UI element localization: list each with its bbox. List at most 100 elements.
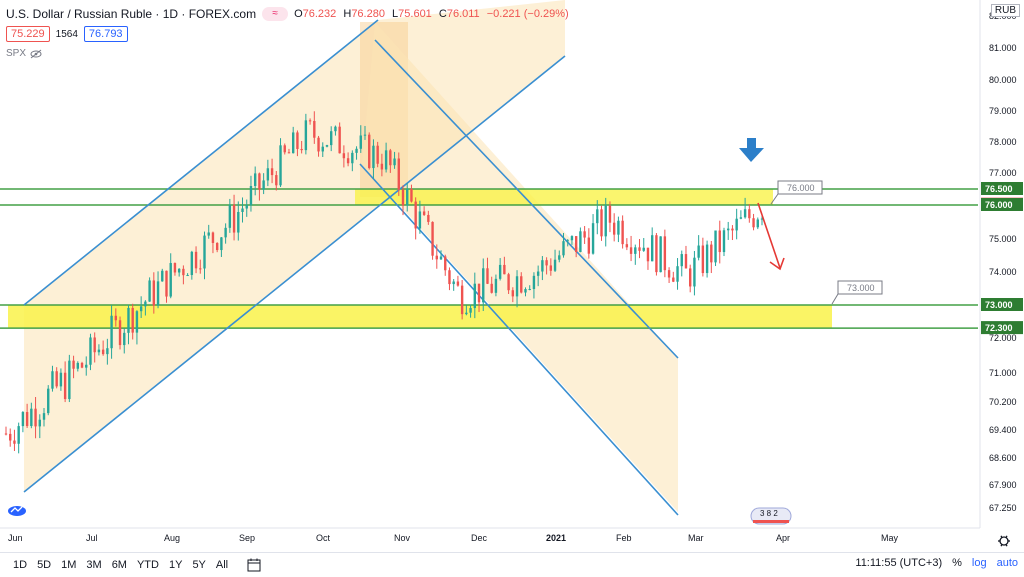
candle-body [68, 360, 71, 400]
range-1m[interactable]: 1M [61, 559, 77, 571]
candle-body [330, 131, 333, 146]
range-5y[interactable]: 5Y [192, 559, 206, 571]
candle-body [435, 255, 438, 260]
candle-body [59, 372, 63, 387]
currency-label[interactable]: RUB [990, 4, 1020, 17]
descending-channel-upper [374, 39, 679, 359]
candle-body [667, 270, 671, 278]
range-5d[interactable]: 5D [37, 559, 52, 571]
time-tick-label: Sep [239, 533, 255, 543]
candle-body [486, 268, 489, 284]
candle-body [207, 232, 210, 236]
time-tick-label: Nov [394, 533, 411, 543]
candle-body [676, 266, 679, 282]
candle-body [735, 218, 738, 231]
candle-body [359, 135, 362, 149]
compare-icon[interactable]: ≈ [262, 7, 289, 21]
candle-body [351, 152, 354, 164]
candle-body [553, 259, 557, 271]
settings-gear-tooth [1005, 544, 1008, 547]
settings-gear-tooth [1000, 544, 1003, 547]
candle-body [410, 188, 413, 202]
candle-body [760, 218, 764, 220]
time-tick-label: Dec [471, 533, 488, 543]
time-tick-label: Jul [86, 533, 98, 543]
range-1y[interactable]: 1Y [168, 559, 183, 571]
candle-body [558, 255, 561, 260]
candle-body [368, 134, 371, 169]
ohlc-change: −0.221 (−0.29%) [486, 8, 569, 20]
candle-body [541, 260, 544, 272]
candle-body [21, 412, 25, 427]
candle-body [30, 408, 33, 427]
callout-76-box [777, 180, 823, 195]
range-6m[interactable]: 6M [111, 559, 127, 571]
candle-body [194, 251, 198, 269]
ohlc-close: 76.011 [446, 8, 480, 20]
price-tick-label: 70.200 [989, 397, 1017, 407]
candle-body [710, 244, 713, 263]
time-tick-label: 2021 [546, 533, 566, 543]
candle-body [536, 271, 540, 276]
clock[interactable]: 11:11:55 (UTC+3) [855, 557, 943, 569]
candle-body [317, 137, 320, 152]
time-tick-label: Jun [8, 533, 23, 543]
candle-body [406, 188, 409, 206]
candle-body [325, 145, 329, 147]
eye-hidden-icon[interactable] [30, 49, 42, 59]
candle-body [287, 152, 291, 154]
percent-toggle[interactable]: % [952, 557, 962, 569]
auto-toggle[interactable]: auto [996, 557, 1018, 569]
price-badge-text: 72.300 [985, 323, 1013, 333]
time-tick-label: May [881, 533, 899, 543]
indicator-label[interactable]: SPX [6, 48, 27, 59]
price-tick-label: 69.400 [989, 425, 1017, 435]
candle-body [224, 227, 227, 238]
candle-body [520, 276, 523, 293]
candle-body [727, 228, 730, 231]
price-badge-text: 73.000 [985, 300, 1013, 310]
candle-body [743, 209, 747, 218]
candle-body [490, 283, 493, 293]
log-toggle[interactable]: log [971, 557, 987, 569]
candle-body [600, 209, 603, 237]
time-tick-label: Mar [688, 533, 704, 543]
sell-button[interactable]: 75.229 [6, 26, 50, 42]
signal-arrow-head [739, 148, 764, 162]
candle-body [101, 349, 105, 355]
candle-body [655, 235, 658, 273]
candle-body [650, 235, 654, 262]
candle-body [17, 426, 20, 444]
symbol-title[interactable]: U.S. Dollar / Russian Ruble · 1D · FOREX… [6, 7, 257, 21]
candle-body [515, 276, 519, 297]
candle-body [427, 214, 430, 222]
candle-body [401, 189, 405, 206]
range-all[interactable]: All [215, 559, 229, 571]
price-badge-text: 76.500 [985, 184, 1013, 194]
candle-body [439, 256, 443, 260]
candle-body [418, 211, 422, 229]
candle-body [663, 236, 667, 271]
candle-body [372, 145, 375, 169]
range-1d[interactable]: 1D [13, 559, 28, 571]
ohlc-low: 75.601 [398, 8, 432, 20]
candle-body [55, 371, 58, 387]
candle-body [625, 244, 629, 248]
range-ytd[interactable]: YTD [136, 559, 159, 571]
buy-button[interactable]: 76.793 [83, 26, 128, 42]
ohlc-readout: O76.232 H76.280 L75.601 C76.011 −0.221 (… [294, 8, 573, 20]
price-badge-bg [981, 321, 1023, 335]
candle-body [321, 146, 324, 152]
resistance-zone [355, 189, 773, 205]
candle-body [570, 236, 574, 241]
candle-body [106, 348, 109, 355]
range-3m[interactable]: 3M [86, 559, 102, 571]
candle-body [397, 158, 400, 190]
go-to-date-icon[interactable] [247, 558, 261, 572]
candle-body [612, 222, 616, 235]
quantity-field[interactable]: 1564 [55, 28, 78, 40]
price-tick-label: 79.000 [989, 106, 1017, 116]
candle-body [511, 290, 515, 297]
